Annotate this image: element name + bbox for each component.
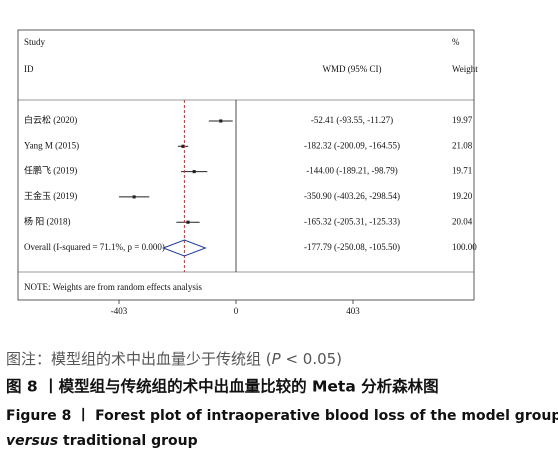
- weight-label: 19.71: [452, 166, 472, 176]
- caption-part: 图注：模型组的术中出血量少于传统组 (: [6, 350, 272, 368]
- study-name: 任鹏飞 (2019): [24, 165, 77, 176]
- header-effect: WMD (95% CI): [323, 64, 382, 74]
- overall-effect-label: -177.79 (-250.08, -105.50): [304, 242, 400, 252]
- point-box: [219, 119, 223, 123]
- caption-part: P: [272, 350, 282, 368]
- weight-label: 21.08: [452, 140, 473, 150]
- point-box: [186, 220, 190, 224]
- header-id: ID: [24, 64, 34, 74]
- caption-note: 图注：模型组的术中出血量少于传统组 (P < 0.05): [6, 350, 342, 368]
- caption-title-en: Figure 8 丨 Forest plot of intraoperative…: [6, 408, 558, 424]
- point-box: [192, 170, 196, 174]
- study-name: 白云松 (2020): [24, 114, 77, 125]
- caption-title-cn: 图 8 丨模型组与传统组的术中出血量比较的 Meta 分析森林图: [6, 377, 439, 396]
- header-weight: Weight: [452, 64, 478, 74]
- effect-label: -52.41 (-93.55, -11.27): [311, 115, 393, 125]
- point-box: [132, 195, 136, 199]
- caption-part: < 0.05): [281, 350, 342, 368]
- effect-label: -144.00 (-189.21, -98.79): [306, 166, 398, 176]
- weight-label: 19.20: [452, 191, 473, 201]
- x-tick-label: 0: [234, 306, 239, 316]
- overall-weight-label: 100.00: [452, 242, 477, 252]
- effect-label: -350.90 (-403.26, -298.54): [304, 191, 400, 201]
- header-study: Study: [24, 37, 46, 47]
- weight-label: 19.97: [452, 115, 473, 125]
- weight-label: 20.04: [452, 216, 473, 226]
- x-tick-label: 403: [346, 306, 360, 316]
- note: NOTE: Weights are from random effects an…: [24, 282, 202, 292]
- effect-label: -182.32 (-200.09, -164.55): [304, 140, 400, 150]
- point-box: [181, 144, 185, 148]
- effect-label: -165.32 (-205.31, -125.33): [304, 216, 400, 226]
- overall-name: Overall (I-squared = 71.1%, p = 0.000): [24, 242, 165, 252]
- study-name: Yang M (2015): [24, 140, 79, 150]
- study-name: 王金玉 (2019): [24, 190, 77, 201]
- study-name: 杨 阳 (2018): [24, 215, 71, 226]
- caption-part: traditional group: [58, 433, 197, 449]
- caption-part: versus: [6, 433, 58, 449]
- x-tick-label: -403: [111, 306, 128, 316]
- caption-title-en: versus traditional group: [6, 433, 198, 449]
- overall-diamond: [161, 239, 207, 257]
- header-pct: %: [452, 37, 460, 47]
- plot-frame: [17, 29, 475, 301]
